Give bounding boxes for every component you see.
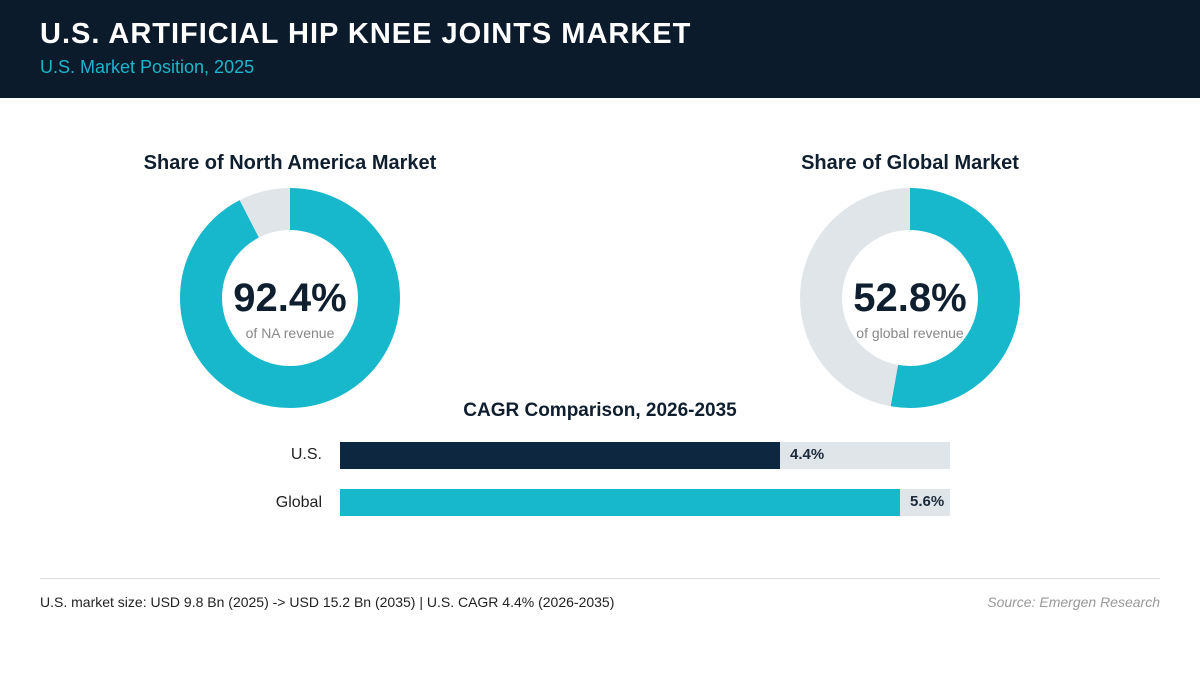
bar-track-global: 5.6% — [340, 489, 950, 516]
footer-source: Source: Emergen Research — [987, 594, 1160, 610]
bar-global — [340, 489, 900, 516]
bar-us — [340, 442, 780, 469]
header-banner: U.S. ARTIFICIAL HIP KNEE JOINTS MARKET U… — [0, 0, 1200, 98]
page-subtitle: U.S. Market Position, 2025 — [40, 57, 255, 77]
bar-value-global: 5.6% — [910, 493, 945, 510]
global-donut-title: Share of Global Market — [801, 152, 1019, 174]
na-share-caption: of NA revenue — [245, 325, 335, 341]
na-share-donut — [180, 188, 400, 408]
na-share-value: 92.4% — [233, 276, 347, 320]
bar-label-global: Global — [275, 494, 322, 511]
footer-note: U.S. market size: USD 9.8 Bn (2025) -> U… — [40, 594, 615, 610]
footer-divider — [40, 578, 1160, 579]
bar-label-us: U.S. — [290, 446, 322, 463]
cagr-chart-title: CAGR Comparison, 2026-2035 — [463, 400, 737, 421]
page-title: U.S. ARTIFICIAL HIP KNEE JOINTS MARKET — [40, 18, 692, 50]
global-share-caption: of global revenue — [856, 325, 964, 341]
na-remainder-slice — [180, 188, 400, 408]
global-remainder-slice — [800, 188, 1020, 408]
bar-value-us: 4.4% — [790, 446, 825, 463]
global-share-donut — [800, 188, 1020, 408]
na-donut-title: Share of North America Market — [143, 152, 437, 174]
global-share-value: 52.8% — [853, 276, 967, 320]
bar-track-us: 4.4% — [340, 442, 950, 469]
